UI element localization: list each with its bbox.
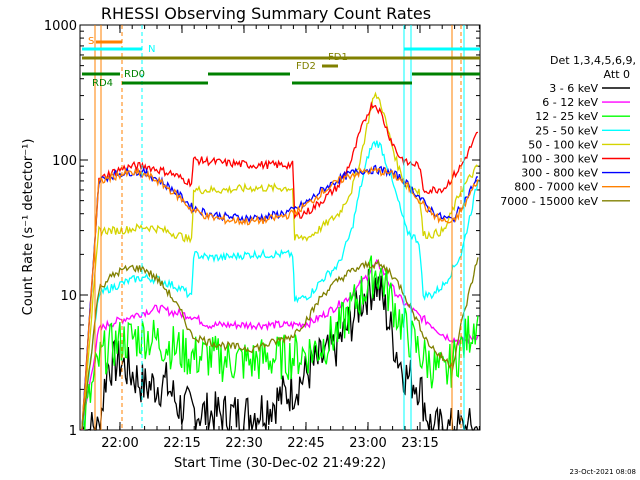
x-tick-label: 22:30	[225, 436, 262, 451]
legend-label: 3 - 6 keV	[549, 82, 598, 95]
state-bars: S N FD1 FD2 RD0 RD4	[82, 36, 480, 89]
series-line-2	[81, 255, 479, 431]
legend-label: 300 - 800 keV	[521, 167, 598, 180]
x-tick-label: 23:15	[401, 436, 438, 451]
legend-label: 12 - 25 keV	[535, 110, 598, 123]
series-line-5	[81, 101, 479, 430]
x-tick-label: 22:15	[163, 436, 200, 451]
series-line-3	[81, 140, 479, 429]
y-tick-label: 100	[52, 154, 77, 169]
plot-frame	[79, 24, 481, 431]
state-bar-label: N	[148, 44, 155, 55]
y-tick-label: 1000	[44, 19, 77, 34]
state-bar-label: FD1	[328, 52, 348, 63]
legend-header: Det 1,3,4,5,6,9,	[550, 54, 636, 67]
x-axis-label: Start Time (30-Dec-02 21:49:22)	[174, 456, 386, 471]
legend-header: Att 0	[604, 68, 630, 81]
state-bar-label: FD2	[296, 61, 316, 72]
legend-label: 7000 - 15000 keV	[500, 195, 598, 208]
state-bar-label: RD4	[92, 78, 113, 89]
state-bar-label: S	[88, 36, 94, 47]
y-tick-label: 1	[69, 424, 77, 439]
y-tick-label: 10	[60, 289, 77, 304]
legend-label: 100 - 300 keV	[521, 153, 598, 166]
series-line-7	[81, 166, 479, 430]
series-line-0	[81, 269, 479, 431]
chart-title: RHESSI Observing Summary Count Rates	[101, 4, 431, 23]
y-axis-label: Count Rate (s⁻¹ detector⁻¹)	[21, 139, 36, 316]
state-bar-label: RD0	[124, 69, 145, 80]
x-tick-label: 22:45	[287, 436, 324, 451]
legend-label: 50 - 100 keV	[528, 138, 598, 151]
legend-label: 25 - 50 keV	[535, 124, 598, 137]
timestamp: 23-Oct-2021 08:08	[570, 468, 636, 476]
plot-area: 1 10 100 1000 22:00 22:15 22:30 22:45 23:00 23:15	[44, 19, 481, 451]
x-tick-label: 22:00	[101, 436, 138, 451]
series-line-8	[81, 257, 479, 430]
legend-label: 800 - 7000 keV	[514, 181, 598, 194]
x-tick-label: 23:00	[349, 436, 386, 451]
legend-label: 6 - 12 keV	[542, 96, 598, 109]
